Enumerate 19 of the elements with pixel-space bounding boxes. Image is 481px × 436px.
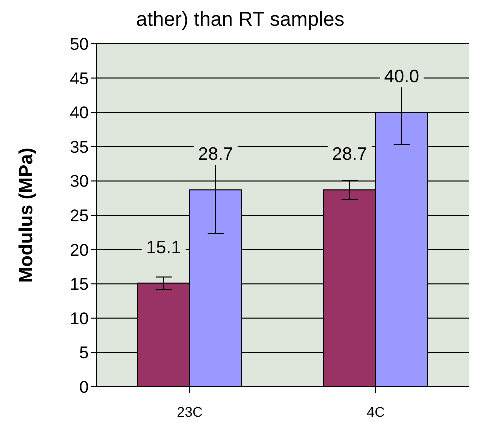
y-tick-label: 50 [70,35,89,54]
data-label: 28.7 [332,144,368,164]
y-axis-title: Modulus (MPa) [16,148,38,284]
y-tick-label: 45 [70,69,89,88]
data-label: 40.0 [384,66,420,87]
y-tick-label: 40 [70,104,89,123]
y-tick-label: 10 [70,309,89,328]
x-tick-label: 23C [177,404,203,420]
y-tick-label: 35 [70,138,89,157]
data-label: 15.1 [146,237,182,258]
y-tick-label: 30 [70,172,89,192]
y-tick-label: 0 [80,378,89,398]
y-tick-label: 20 [70,240,89,260]
chart-title: ather) than RT samples [135,8,346,32]
y-tick-label: 15 [70,275,89,294]
data-label: 28.7 [198,144,234,164]
x-tick-label: 4C [367,404,385,420]
y-tick-label: 5 [80,344,89,363]
y-tick-label: 25 [70,206,89,226]
